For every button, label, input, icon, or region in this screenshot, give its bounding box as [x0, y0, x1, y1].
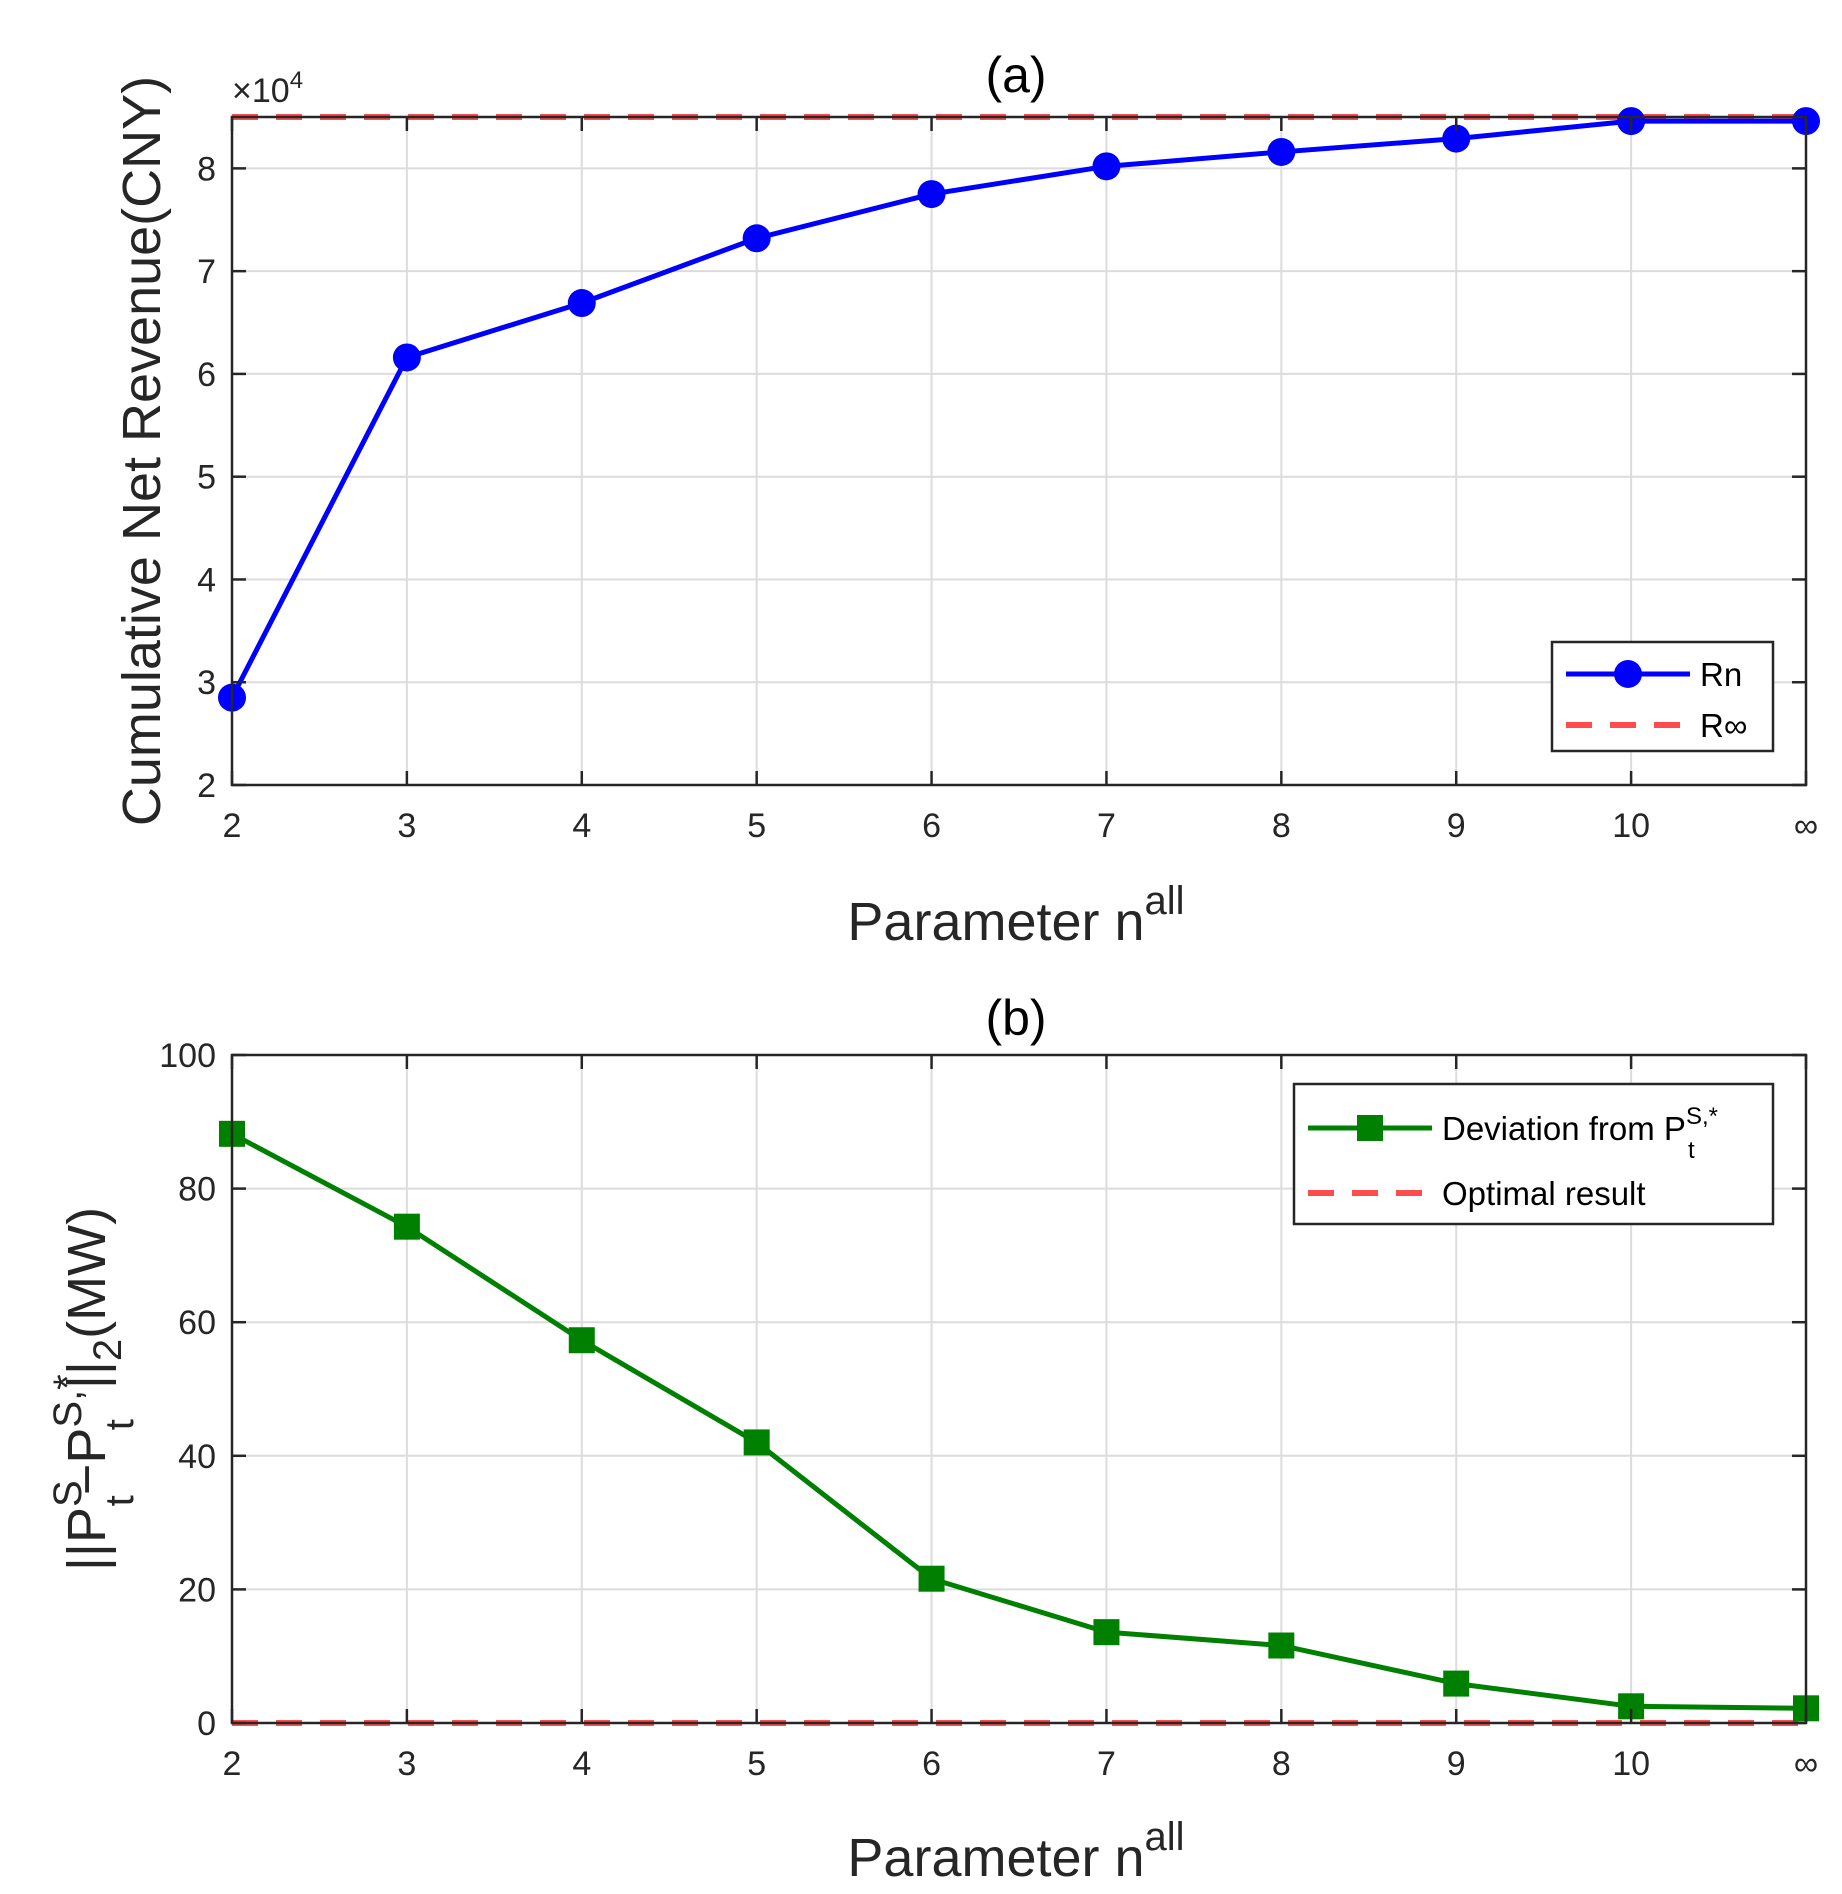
- x-tick-label: 2: [223, 1745, 242, 1783]
- legend-label-optimal: Optimal result: [1442, 1175, 1646, 1212]
- data-point: [918, 1565, 945, 1592]
- data-point: [917, 180, 946, 209]
- y-axis-label-a: Cumulative Net Revenue(CNY): [112, 76, 172, 826]
- y-tick-label: 5: [197, 459, 216, 497]
- y-tick-label: 20: [178, 1571, 216, 1609]
- data-point: [1267, 137, 1296, 166]
- legend-marker-deviation: [1357, 1115, 1383, 1141]
- tick-marks-a: [230, 117, 1808, 787]
- data-point: [1092, 152, 1121, 181]
- chart-panel-b: (b) 2 3 4 5 6 7 8 9 10 ∞ 0 20 40 60 80 100 ||PS t−PS,* t…: [46, 990, 1819, 1888]
- y-tick-label: 2: [197, 767, 216, 805]
- data-point: [1442, 124, 1471, 153]
- data-point: [1268, 1632, 1295, 1659]
- x-tick-label: 6: [922, 807, 941, 845]
- legend-box-b: [1292, 1082, 1775, 1226]
- x-tick-label: 7: [1097, 807, 1116, 845]
- y-tick-label: 0: [197, 1705, 216, 1743]
- chart-title-b: (b): [985, 990, 1046, 1046]
- x-tick-label: 2: [223, 807, 242, 845]
- x-tick-label: 5: [747, 1745, 766, 1783]
- data-point: [1443, 1670, 1470, 1697]
- tick-marks-b: [230, 1053, 1808, 1725]
- y-tick-label: 3: [197, 664, 216, 702]
- chart-panel-a: (a) 2 3 4 5 6 7 8 9 10 ∞ 2 3 4 5 6 7 8 ×104 Cumulative …: [112, 47, 1820, 952]
- legend-label-r-infinity: R∞: [1700, 707, 1747, 744]
- y-tick-label: 7: [197, 253, 216, 291]
- y-tick-label: 4: [197, 561, 216, 599]
- x-tick-label: 6: [922, 1745, 941, 1783]
- y-tick-labels-b: 0 20 40 60 80 100: [159, 1037, 216, 1743]
- data-point: [743, 1429, 770, 1456]
- data-point: [567, 289, 596, 318]
- y-tick-label: 60: [178, 1304, 216, 1342]
- x-tick-label: 10: [1612, 1745, 1650, 1783]
- y-tick-label: 6: [197, 356, 216, 394]
- x-tick-label: 4: [572, 1745, 591, 1783]
- y-tick-label: 100: [159, 1037, 216, 1075]
- data-point: [393, 1213, 420, 1240]
- x-tick-label: 3: [397, 807, 416, 845]
- chart-title-a: (a): [985, 47, 1046, 103]
- x-axis-label-a: Parameter nall: [847, 879, 1184, 952]
- x-tick-label: 8: [1272, 807, 1291, 845]
- x-tick-label: 5: [747, 807, 766, 845]
- legend-b: Deviation from PS,* t Optimal result: [1292, 1082, 1775, 1226]
- plot-frame-a: [230, 115, 1808, 787]
- legend-marker-rn: [1614, 660, 1642, 688]
- data-point: [742, 224, 771, 253]
- x-tick-labels-a: 2 3 4 5 6 7 8 9 10 ∞: [223, 807, 1819, 845]
- series-rn: [218, 107, 1820, 712]
- plot-frame-b: [230, 1053, 1808, 1725]
- y-exponent-label: ×104: [232, 67, 303, 110]
- x-tick-label: 8: [1272, 1745, 1291, 1783]
- data-point: [392, 343, 421, 372]
- x-tick-label: ∞: [1794, 807, 1818, 845]
- x-axis-label-b: Parameter nall: [847, 1815, 1184, 1888]
- data-point: [568, 1327, 595, 1354]
- x-tick-label: 10: [1612, 807, 1650, 845]
- series-line: [230, 1131, 1807, 1711]
- x-tick-label: 4: [572, 807, 591, 845]
- x-tick-labels-b: 2 3 4 5 6 7 8 9 10 ∞: [223, 1745, 1819, 1783]
- y-tick-label: 8: [197, 150, 216, 188]
- legend-box-a: [1550, 640, 1775, 753]
- x-tick-label: 3: [397, 1745, 416, 1783]
- y-tick-label: 80: [178, 1171, 216, 1209]
- x-tick-label: ∞: [1794, 1745, 1818, 1783]
- data-point: [1093, 1619, 1120, 1646]
- y-tick-labels-a: 2 3 4 5 6 7 8: [197, 150, 216, 805]
- legend-a: Rn R∞: [1550, 640, 1775, 753]
- x-tick-label: 9: [1447, 1745, 1466, 1783]
- legend-label-rn: Rn: [1700, 656, 1742, 693]
- y-axis-label-b: ||PS t−PS,* t||2(MW): [46, 1207, 142, 1571]
- x-tick-label: 7: [1097, 1745, 1116, 1783]
- legend-label-deviation: Deviation from PS,* t: [1442, 1103, 1718, 1164]
- series-line: [229, 118, 1806, 699]
- y-tick-label: 40: [178, 1438, 216, 1476]
- x-tick-label: 9: [1447, 807, 1466, 845]
